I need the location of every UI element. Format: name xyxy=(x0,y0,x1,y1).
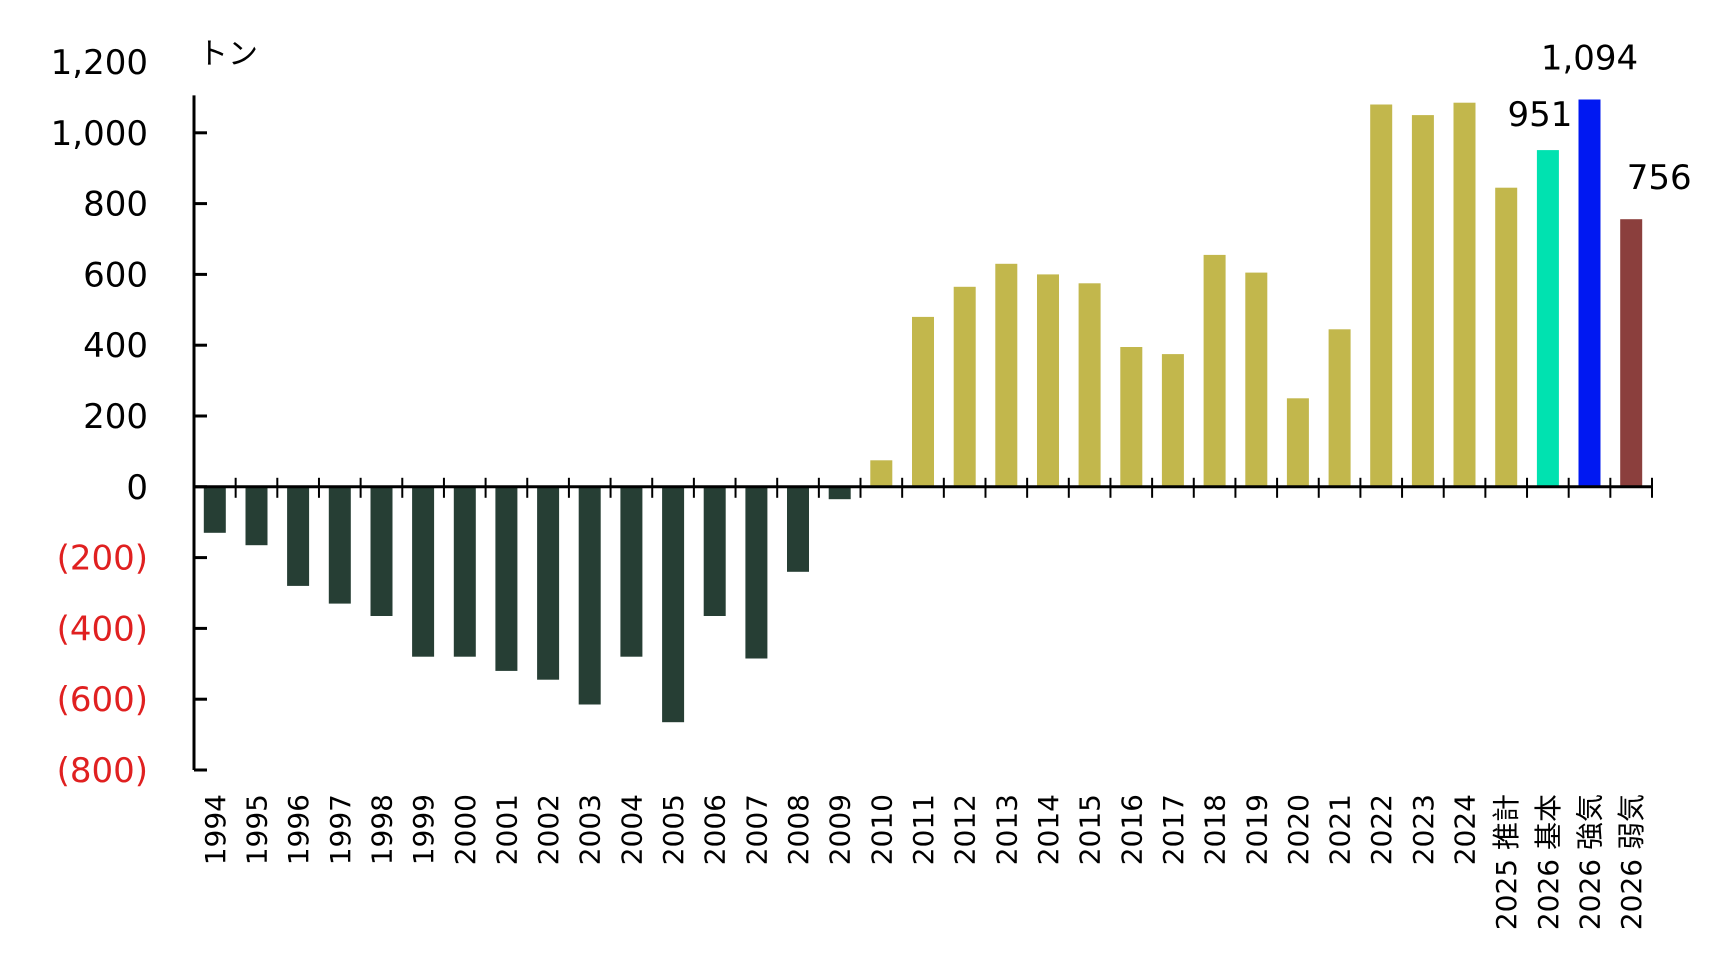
x-tick-label: 2012 xyxy=(949,794,982,865)
y-tick-label: (400) xyxy=(57,609,148,649)
data-label: 1,094 xyxy=(1541,39,1638,79)
x-tick-label: 2022 xyxy=(1365,794,1398,865)
bar-2008 xyxy=(787,486,809,572)
x-tick-label: 2006 xyxy=(699,794,732,865)
bar-2009 xyxy=(828,486,851,500)
x-tick-label: 2010 xyxy=(865,794,898,865)
bar-2020 xyxy=(1286,398,1309,487)
bar-2006 xyxy=(703,486,726,616)
y-tick-label: (800) xyxy=(57,751,148,791)
x-tick-label: 2013 xyxy=(990,794,1023,865)
x-tick-label: 2018 xyxy=(1199,794,1232,865)
x-tick-label: 2026 基本 xyxy=(1532,794,1565,930)
bar-2019 xyxy=(1245,272,1268,487)
x-tick-label: 1994 xyxy=(199,794,232,865)
x-tick-label: 2005 xyxy=(657,794,690,865)
bar-2014 xyxy=(1037,274,1059,487)
bar-2000 xyxy=(453,486,476,657)
data-labels: 951 1,094 756 xyxy=(1507,39,1691,199)
bar-1999 xyxy=(412,486,435,657)
y-tick-label: (200) xyxy=(57,539,148,579)
bar-2003 xyxy=(578,486,601,705)
x-tick-label: 2003 xyxy=(574,794,607,865)
x-tick-labels: 1994 1995 1996 1997 1998 1999 2000 2001 2002 2003… xyxy=(199,794,1648,930)
bar-2023 xyxy=(1411,115,1434,487)
y-tick-label: 800 xyxy=(83,185,148,225)
x-tick-label: 2020 xyxy=(1282,794,1315,865)
bar-1998 xyxy=(370,486,393,616)
bar-2021 xyxy=(1328,329,1351,487)
bar-1997 xyxy=(328,486,351,604)
x-tick-label: 2019 xyxy=(1240,794,1273,865)
x-tick-label: 1996 xyxy=(282,794,315,865)
x-tick-label: 2000 xyxy=(449,794,482,865)
bar-2026-強気 xyxy=(1578,99,1601,487)
x-tick-label: 2016 xyxy=(1115,794,1148,865)
data-label: 951 xyxy=(1507,95,1572,135)
bar-2013 xyxy=(995,263,1018,487)
bar-2005 xyxy=(662,486,685,723)
x-tick-label: 2025 推計 xyxy=(1490,794,1523,930)
x-tick-label: 2023 xyxy=(1407,794,1440,865)
bar-2022 xyxy=(1370,104,1393,487)
y-tick-label: 0 xyxy=(126,468,148,508)
bars xyxy=(203,99,1643,723)
bar-2011 xyxy=(912,316,934,487)
bar-2016 xyxy=(1120,347,1143,487)
y-tick-label: 400 xyxy=(83,326,148,366)
x-tick-label: 2009 xyxy=(824,794,857,865)
bar-1995 xyxy=(245,486,268,546)
axes xyxy=(192,95,1653,772)
x-tick-label: 2008 xyxy=(782,794,815,865)
bar-2001 xyxy=(495,486,518,671)
x-tick-label: 2024 xyxy=(1449,794,1482,865)
bar-1994 xyxy=(203,486,226,533)
bar-2015 xyxy=(1078,283,1101,487)
x-tick-label: 2026 強気 xyxy=(1574,794,1607,930)
bar-2004 xyxy=(620,486,643,657)
y-tick-label: 600 xyxy=(83,255,148,295)
x-tick-label: 2021 xyxy=(1324,794,1357,865)
bar-2017 xyxy=(1161,354,1184,487)
x-tick-label: 1999 xyxy=(407,794,440,865)
x-tick-label: 2007 xyxy=(740,794,773,865)
x-tick-label: 2015 xyxy=(1074,794,1107,865)
bar-2007 xyxy=(745,486,768,659)
y-unit-label: トン xyxy=(198,37,258,72)
bar-2026-弱気 xyxy=(1620,219,1643,487)
x-tick-label: 2014 xyxy=(1032,794,1065,865)
x-tick-label: 2004 xyxy=(615,794,648,865)
x-tick-label: 2017 xyxy=(1157,794,1190,865)
x-tick-label: 2011 xyxy=(907,794,940,865)
bar-2025-推計 xyxy=(1495,187,1518,487)
x-tick-label: 2026 弱気 xyxy=(1615,794,1648,930)
bar-2018 xyxy=(1203,254,1226,487)
x-tick-label: 1998 xyxy=(366,794,399,865)
x-tick-label: 1995 xyxy=(241,794,274,865)
bar-2024 xyxy=(1453,102,1476,487)
y-tick-labels: 1,200 1,000 800 600 400 200 0 (200) (400) (600) (8… xyxy=(51,43,148,791)
y-tick-label: 1,200 xyxy=(51,43,148,83)
x-tick-label: 2002 xyxy=(532,794,565,865)
y-tick-label: (600) xyxy=(57,680,148,720)
y-tick-label: 1,000 xyxy=(51,114,148,154)
data-label: 756 xyxy=(1627,158,1692,198)
bar-2002 xyxy=(537,486,560,680)
bar-2026-基本 xyxy=(1536,150,1559,487)
x-tick-label: 1997 xyxy=(324,794,357,865)
y-tick-label: 200 xyxy=(83,397,148,437)
bar-2012 xyxy=(953,286,976,487)
bar-2010 xyxy=(870,460,893,487)
x-tick-label: 2001 xyxy=(490,794,523,865)
bar-1996 xyxy=(287,486,310,586)
